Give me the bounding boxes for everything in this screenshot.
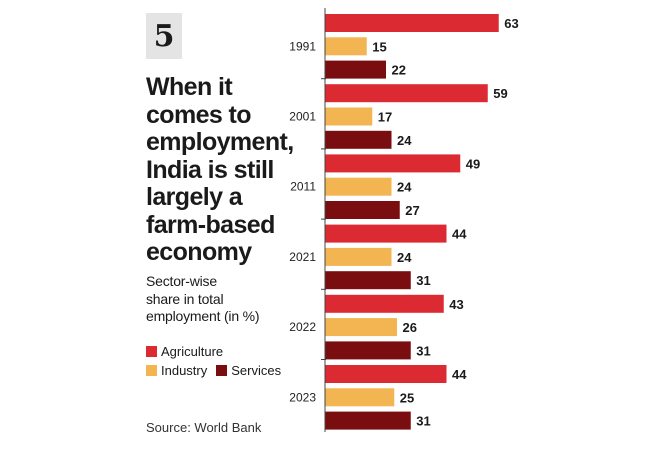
category-label: 2021 — [289, 250, 316, 264]
bar-industry — [325, 247, 392, 266]
category-label: 2023 — [289, 390, 316, 404]
legend-item-services: Services — [216, 363, 281, 378]
legend-item-agriculture: Agriculture — [146, 344, 223, 359]
bar-agriculture — [325, 224, 447, 243]
data-label: 59 — [493, 86, 507, 101]
subtitle-line: employment (in %) — [146, 308, 260, 324]
bar-services — [325, 201, 400, 219]
data-label: 44 — [452, 227, 467, 242]
data-label: 31 — [416, 343, 430, 358]
data-label: 43 — [449, 297, 463, 312]
subtitle-line: Sector-wise — [146, 273, 217, 289]
title-line: largely a — [146, 183, 243, 211]
bar-services — [325, 271, 411, 290]
bar-industry — [325, 177, 392, 196]
data-label: 26 — [403, 320, 417, 335]
data-label: 24 — [397, 250, 412, 265]
category-label: 2011 — [290, 180, 316, 194]
legend-row: Industry Services — [146, 361, 290, 380]
data-label: 49 — [466, 156, 480, 171]
data-label: 25 — [400, 390, 414, 405]
bar-services — [325, 411, 411, 430]
legend-row: Agriculture — [146, 342, 290, 361]
data-label: 24 — [397, 180, 412, 195]
chart-number-badge: 5 — [146, 13, 182, 59]
data-label: 27 — [405, 203, 419, 218]
bar-agriculture — [325, 84, 488, 103]
data-label: 22 — [392, 63, 406, 78]
legend-label-services: Services — [231, 363, 282, 378]
legend-item-industry: Industry — [146, 363, 207, 378]
bar-agriculture — [325, 14, 499, 32]
category-label: 1991 — [289, 39, 316, 53]
title-line: employment, — [146, 128, 294, 156]
bar-industry — [325, 388, 395, 407]
bar-industry — [325, 107, 373, 126]
title-line: economy — [146, 238, 252, 266]
data-label: 24 — [397, 133, 412, 148]
chart-subtitle: Sector-wise share in total employment (i… — [146, 273, 286, 326]
data-label: 63 — [504, 16, 518, 31]
source-note: Source: World Bank — [146, 420, 262, 435]
data-label: 15 — [372, 39, 386, 54]
chart-title: When it comes to employment, India is st… — [146, 73, 316, 267]
legend-label-industry: Industry — [161, 363, 208, 378]
data-label: 44 — [452, 367, 467, 382]
bar-industry — [325, 318, 397, 337]
bar-agriculture — [325, 365, 447, 383]
legend-swatch-services — [216, 365, 228, 376]
title-line: India is still — [146, 155, 274, 184]
bar-agriculture — [325, 154, 461, 173]
data-label: 31 — [416, 273, 430, 288]
title-line: comes to — [146, 100, 252, 129]
category-label: 2022 — [289, 320, 316, 334]
data-label: 17 — [378, 110, 392, 125]
bar-agriculture — [325, 294, 444, 313]
title-line: farm-based — [146, 210, 275, 239]
chart-legend: Agriculture Industry Services — [146, 342, 290, 380]
subtitle-line: share in total — [146, 290, 224, 307]
title-line: When it — [146, 73, 233, 101]
category-label: 2001 — [289, 110, 316, 124]
bar-services — [325, 60, 386, 79]
data-label: 31 — [416, 414, 430, 429]
bar-services — [325, 341, 411, 360]
legend-label-agriculture: Agriculture — [161, 344, 224, 359]
bar-services — [325, 130, 392, 149]
legend-swatch-agriculture — [146, 346, 157, 357]
legend-swatch-industry — [146, 365, 157, 376]
bar-industry — [325, 37, 367, 56]
